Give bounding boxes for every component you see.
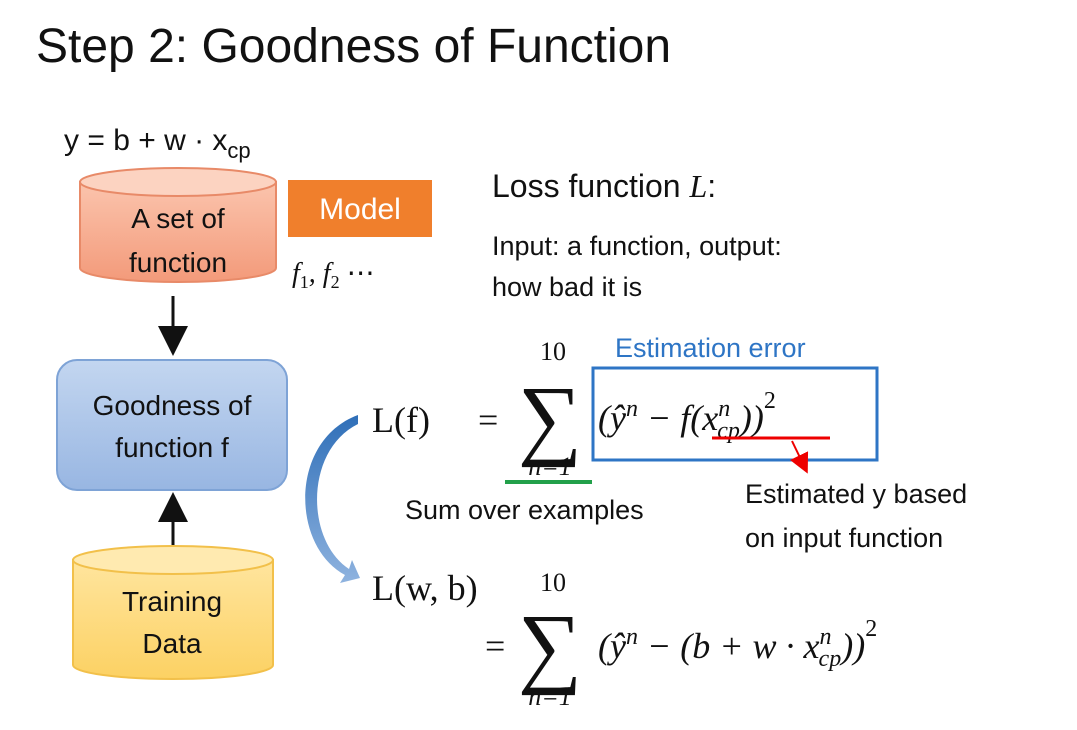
model-tag: Model <box>319 193 401 226</box>
formula-1-sigma: ∑ <box>518 369 582 468</box>
curved-arrow <box>305 415 360 583</box>
training-data-cylinder <box>72 545 274 680</box>
function-set-cylinder <box>79 167 277 283</box>
title: Step 2: Goodness of Function <box>36 20 671 73</box>
formula-1-sum-upper: 10 <box>540 337 566 366</box>
model-equation: y = b + w · xcp <box>64 124 251 163</box>
function-set-label: A set of <box>131 203 225 234</box>
formula-2-body: (ŷn − (b + w · xn cp))2 <box>598 616 877 672</box>
sum-note: Sum over examples <box>405 495 644 525</box>
formula-1-sum-lower: n=1 <box>528 452 572 481</box>
estimation-box <box>591 366 879 462</box>
training-data-label: Training <box>122 586 222 617</box>
formula-2-equals: = <box>485 626 505 666</box>
red-arrow <box>790 440 809 474</box>
loss-description: Input: a function, output: <box>492 231 782 261</box>
loss-heading: Loss function L: <box>492 168 716 204</box>
goodness-label: Goodness of <box>93 390 252 421</box>
goodness-label: function f <box>115 432 229 463</box>
function-set-label: function <box>129 247 227 278</box>
estimation-error-label: Estimation error <box>615 333 806 363</box>
goodness-box <box>56 359 288 491</box>
formula-1-equals: = <box>478 400 498 440</box>
formula-2-sum-lower: n=1 <box>528 682 572 711</box>
formula-2-sigma: ∑ <box>518 597 582 696</box>
estimated-note: Estimated y based <box>745 479 967 509</box>
formula-1-lhs: L(f) <box>372 400 430 440</box>
function-list: f1, f2 ⋯ <box>292 258 375 292</box>
formula-2-lhs: L(w, b) <box>372 568 478 608</box>
model-tag-box <box>288 180 432 237</box>
loss-description: how bad it is <box>492 272 642 302</box>
estimated-note: on input function <box>745 523 943 553</box>
formula-2-sum-upper: 10 <box>540 568 566 597</box>
formula-1-body: (ŷn − f(xn cp))2 <box>598 388 776 444</box>
training-data-label: Data <box>142 628 202 659</box>
